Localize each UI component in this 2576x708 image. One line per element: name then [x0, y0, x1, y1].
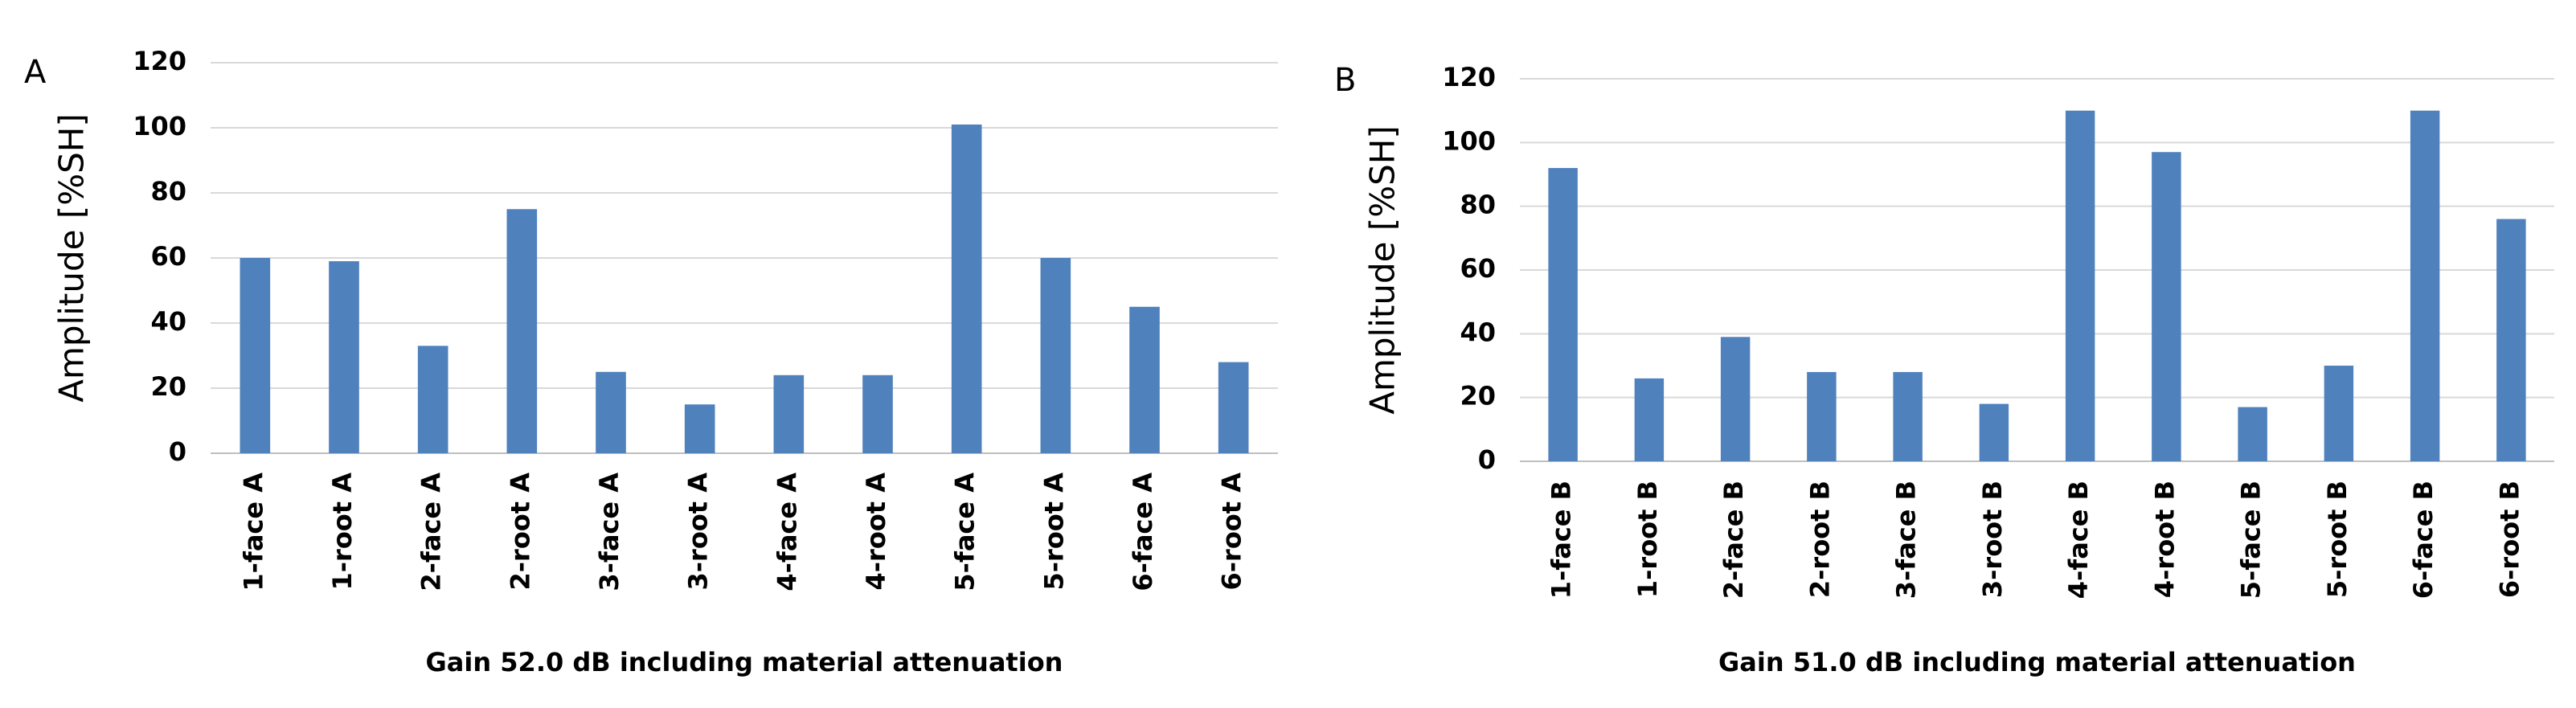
- x-tick-label: 3-root B: [1977, 481, 2008, 598]
- y-tick-label: 60: [1460, 253, 1496, 284]
- x-tick-label: 3-face B: [1891, 481, 1922, 599]
- bar: [1129, 306, 1160, 453]
- bar: [2410, 110, 2440, 461]
- bar: [2152, 152, 2181, 461]
- y-axis-label: Amplitude [%SH]: [1363, 125, 1403, 415]
- x-tick-label: 1-face B: [1546, 481, 1577, 599]
- bar: [684, 404, 715, 453]
- y-tick-label: 100: [1442, 125, 1496, 156]
- bar: [506, 209, 538, 453]
- y-tick-label: 20: [150, 371, 186, 402]
- bar: [417, 346, 448, 453]
- bar: [1634, 378, 1665, 461]
- bar: [1893, 371, 1923, 461]
- bar: [1720, 337, 1751, 461]
- y-tick-label: 40: [150, 306, 186, 337]
- x-tick-label: 3-root A: [683, 473, 714, 591]
- bar: [2065, 110, 2095, 461]
- bar: [1979, 403, 2009, 461]
- bar: [2324, 366, 2354, 461]
- x-tick-label: 3-face A: [594, 473, 625, 591]
- bar: [2496, 219, 2526, 461]
- x-tick-label: 4-root A: [861, 473, 891, 591]
- bar: [1218, 362, 1249, 453]
- y-tick-label: 40: [1460, 317, 1496, 347]
- y-axis-label: Amplitude [%SH]: [52, 113, 92, 403]
- x-tick-label: 2-root B: [1804, 481, 1835, 598]
- x-tick-label: 1-root A: [327, 473, 358, 591]
- y-tick-label: 60: [150, 241, 186, 272]
- y-tick-label: 80: [150, 176, 186, 207]
- x-tick-label: 2-root A: [505, 473, 535, 591]
- x-tick-label: 5-face B: [2236, 481, 2267, 599]
- x-axis-label: Gain 52.0 dB including material attenuat…: [426, 647, 1063, 677]
- panel-label: A: [24, 54, 47, 91]
- x-tick-label: 4-face B: [2063, 481, 2094, 599]
- x-tick-label: 6-face B: [2408, 481, 2439, 599]
- x-tick-label: 2-face B: [1718, 481, 1749, 599]
- y-tick-label: 120: [133, 46, 186, 76]
- x-tick-label: 6-root A: [1217, 473, 1247, 591]
- y-tick-label: 0: [169, 436, 186, 467]
- bar: [329, 261, 359, 453]
- bar: [951, 124, 982, 453]
- bar: [1548, 168, 1578, 462]
- y-tick-label: 20: [1460, 381, 1496, 411]
- bar: [862, 374, 893, 453]
- bar: [773, 374, 805, 453]
- x-tick-label: 4-face A: [772, 473, 802, 591]
- bar: [596, 371, 626, 453]
- x-tick-label: 2-face A: [416, 473, 447, 591]
- bar: [240, 258, 271, 453]
- x-tick-label: 5-root A: [1038, 473, 1069, 591]
- y-tick-label: 100: [133, 111, 186, 141]
- panel-label: B: [1334, 62, 1356, 99]
- bar: [1807, 371, 1837, 461]
- y-tick-label: 120: [1442, 62, 1496, 92]
- x-tick-label: 5-face A: [950, 473, 981, 591]
- x-axis-label: Gain 51.0 dB including material attenuat…: [1718, 647, 2356, 677]
- y-tick-label: 80: [1460, 190, 1496, 220]
- x-tick-label: 5-root B: [2322, 481, 2353, 598]
- bar: [1040, 258, 1071, 453]
- y-tick-label: 0: [1478, 444, 1496, 475]
- x-tick-label: 6-root B: [2494, 481, 2525, 598]
- x-tick-label: 4-root B: [2149, 481, 2180, 598]
- x-tick-label: 1-root B: [1632, 481, 1663, 598]
- x-tick-label: 6-face A: [1128, 473, 1158, 591]
- x-tick-label: 1-face A: [238, 473, 268, 591]
- bar: [2238, 407, 2267, 461]
